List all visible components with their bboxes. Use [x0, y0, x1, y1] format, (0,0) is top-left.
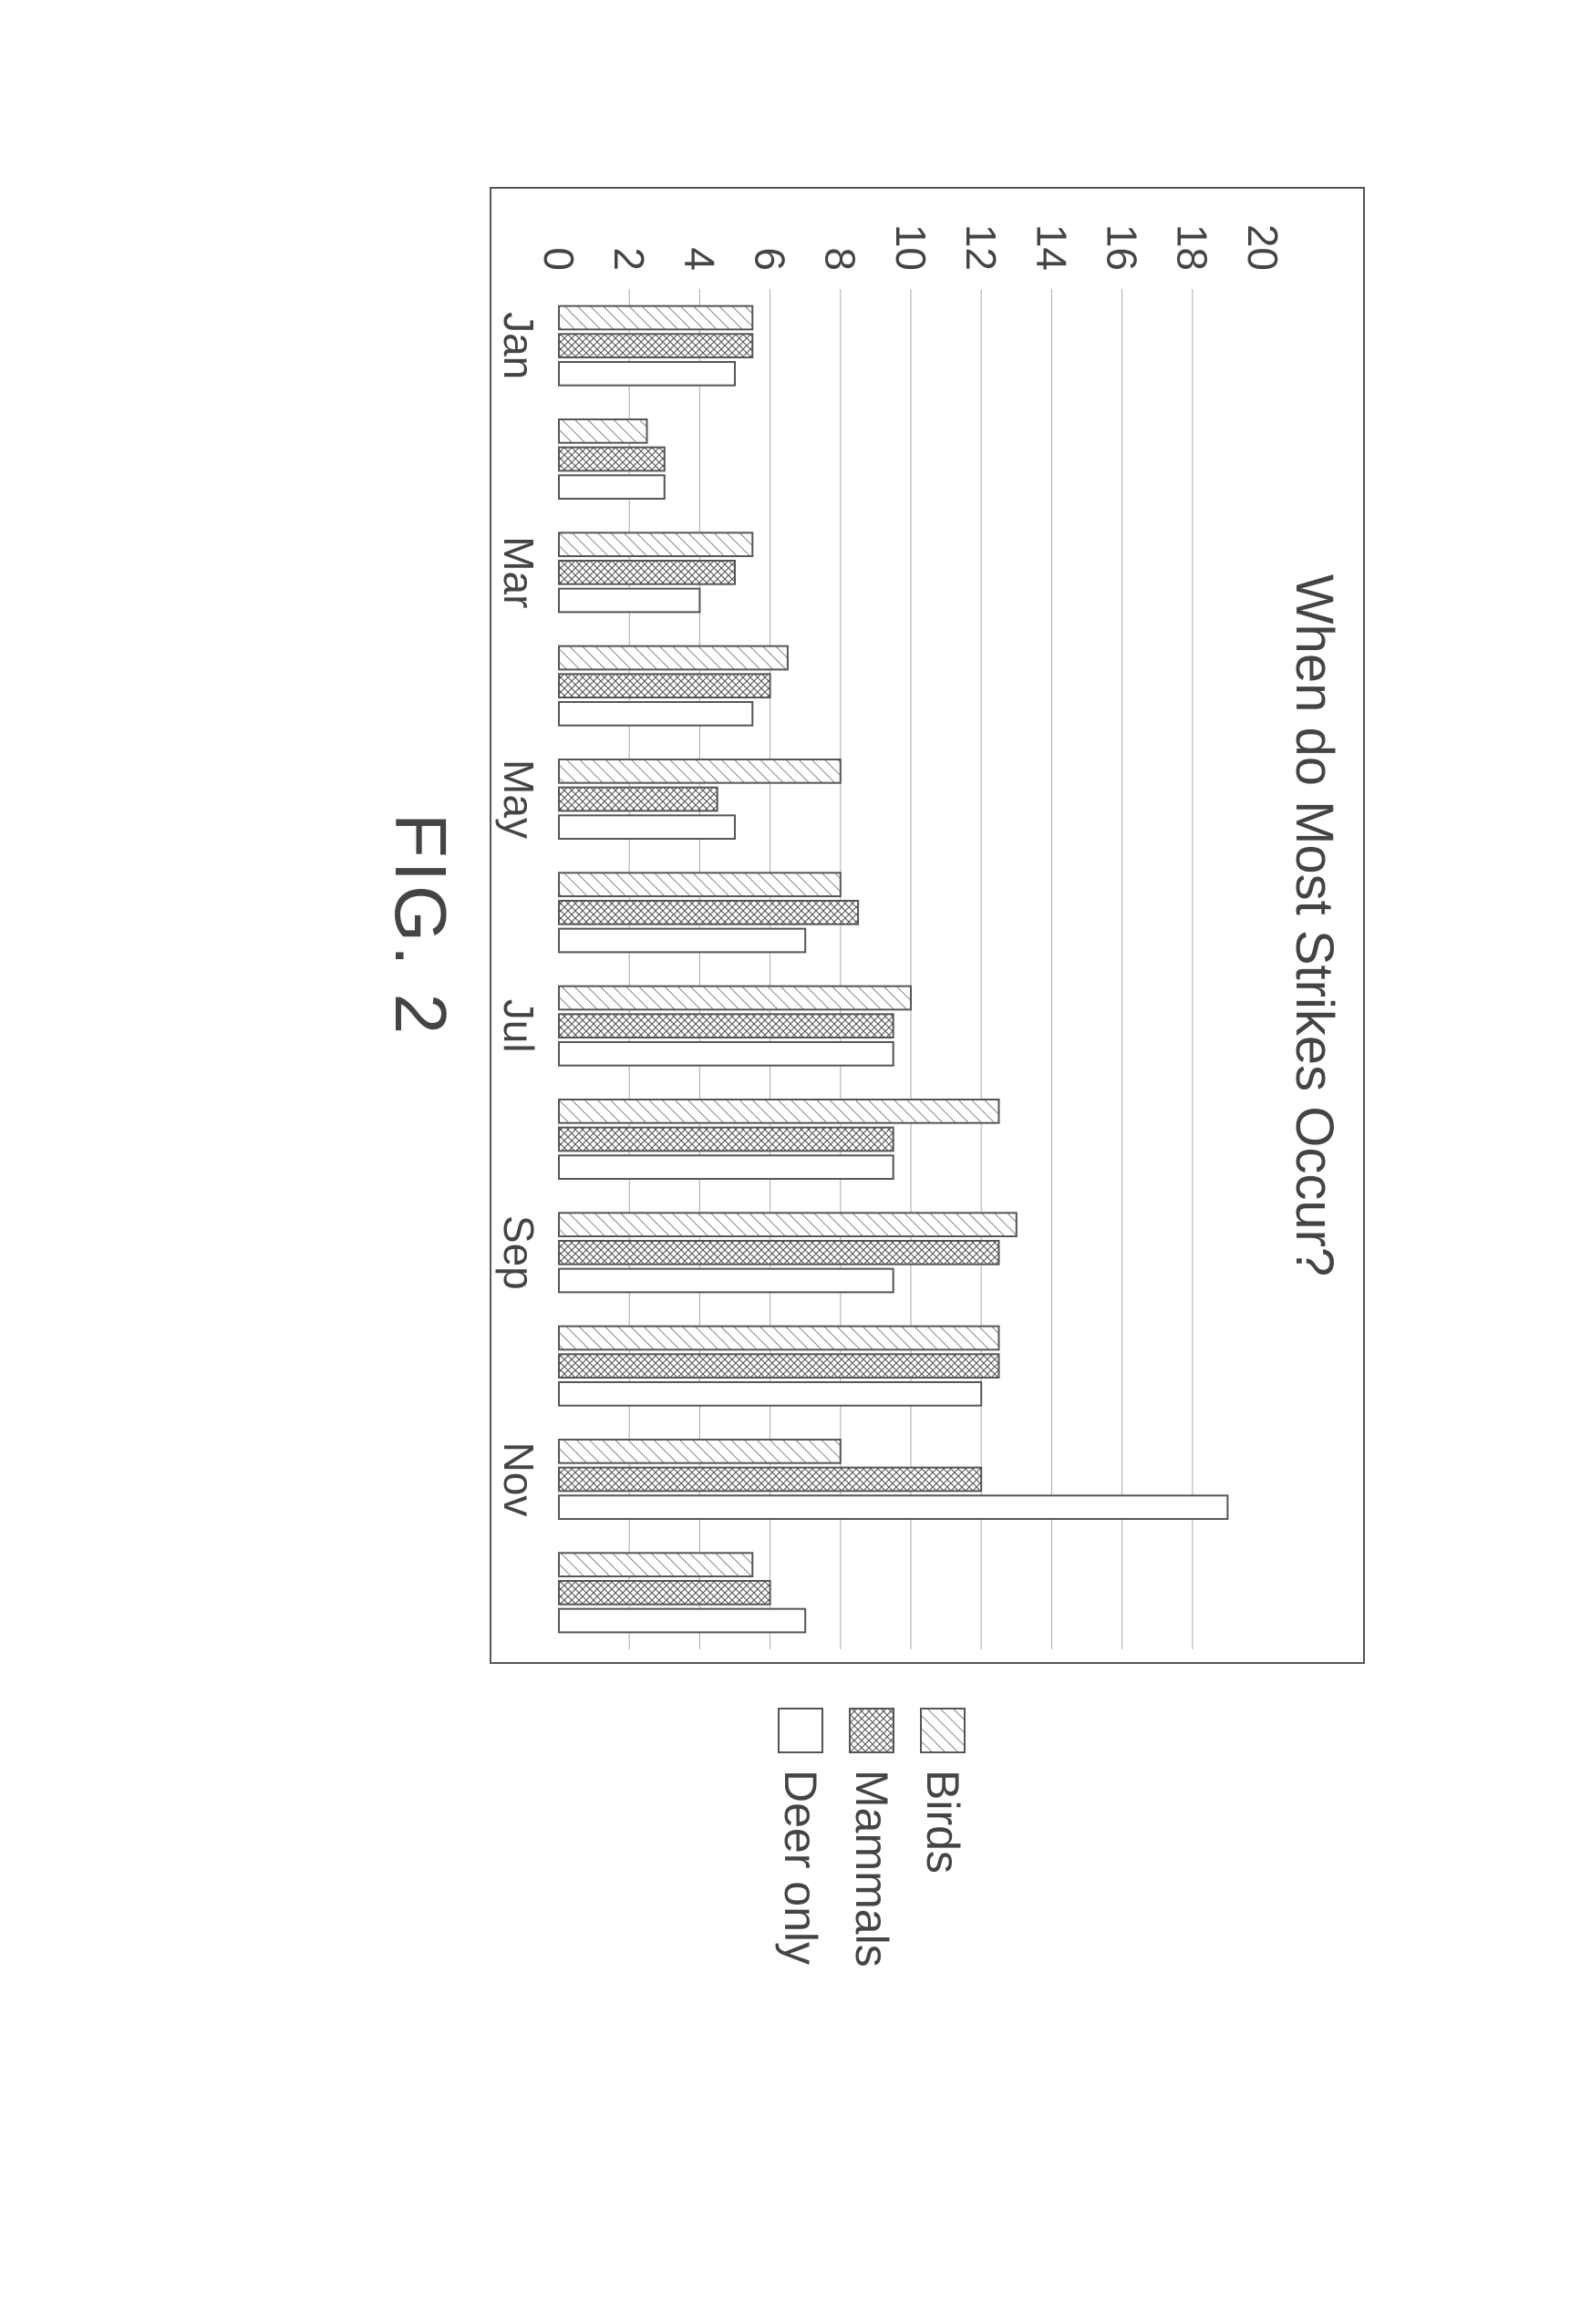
legend-row-deer: Deer only	[774, 1708, 827, 1968]
bar-deer-dec	[559, 1608, 805, 1632]
y-tick-label: 12	[957, 223, 1005, 270]
y-tick-label: 14	[1028, 223, 1075, 270]
bar-deer-oct	[559, 1381, 981, 1405]
bar-mammals-oct	[559, 1354, 999, 1378]
legend-row-mammals: Mammals	[845, 1708, 898, 1968]
bar-mammals-dec	[559, 1580, 770, 1604]
legend-label-deer: Deer only	[774, 1770, 827, 1965]
bar-deer-sep	[559, 1268, 894, 1292]
legend-swatch-mammals	[849, 1708, 894, 1753]
bar-deer-apr	[559, 701, 752, 725]
x-tick-label: May	[495, 759, 542, 839]
legend-swatch-deer	[778, 1708, 823, 1753]
bar-deer-nov	[559, 1495, 1227, 1519]
x-tick-label: Sep	[495, 1214, 542, 1289]
bar-mammals-aug	[559, 1127, 894, 1151]
x-tick-label: Mar	[495, 536, 542, 608]
y-tick-label: 16	[1099, 223, 1146, 270]
bar-birds-jan	[559, 305, 752, 329]
y-tick-label: 10	[887, 223, 935, 270]
bar-mammals-sep	[559, 1240, 999, 1264]
x-tick-label: Jul	[495, 998, 542, 1052]
bar-birds-sep	[559, 1213, 1017, 1236]
bar-birds-mar	[559, 532, 752, 556]
y-tick-label: 0	[535, 247, 583, 271]
y-tick-label: 4	[676, 247, 723, 271]
figure: When do Most Strikes Occur? 02468 10 12 14 1…	[378, 187, 1365, 2138]
bar-birds-jul	[559, 986, 911, 1009]
bar-mammals-jul	[559, 1014, 894, 1038]
chart-svg: 02468 10 12 14 16 18 20 Jan Mar May Jul Sep Nov	[488, 189, 1363, 1666]
x-tick-label: Nov	[495, 1441, 542, 1516]
legend-row-birds: Birds	[916, 1708, 969, 1968]
bar-birds-jun	[559, 873, 841, 896]
y-tick-label: 6	[747, 247, 794, 271]
bar-birds-may	[559, 759, 841, 782]
bar-deer-jan	[559, 361, 735, 385]
bar-deer-jun	[559, 928, 805, 952]
bar-deer-feb	[559, 475, 665, 499]
bar-mammals-jan	[559, 334, 752, 357]
y-tick-label: 18	[1169, 223, 1216, 270]
legend-swatch-birds	[920, 1708, 966, 1753]
bar-deer-jul	[559, 1041, 894, 1065]
y-tick-label: 2	[605, 247, 653, 271]
x-tick-label: Jan	[495, 312, 542, 379]
rotated-figure: When do Most Strikes Occur? 02468 10 12 14 1…	[216, 187, 1365, 2138]
bar-mammals-apr	[559, 674, 770, 697]
bar-birds-dec	[559, 1553, 752, 1576]
page: When do Most Strikes Occur? 02468 10 12 14 1…	[0, 0, 1581, 2324]
bar-birds-feb	[559, 418, 647, 442]
bar-mammals-may	[559, 787, 718, 811]
bar-deer-mar	[559, 588, 699, 612]
legend-label-mammals: Mammals	[845, 1770, 898, 1968]
bar-mammals-nov	[559, 1467, 981, 1491]
bar-deer-aug	[559, 1155, 894, 1179]
legend: Birds Mammals Deer only	[774, 1708, 969, 1968]
bar-birds-oct	[559, 1326, 999, 1349]
plot-area: When do Most Strikes Occur? 02468 10 12 14 1…	[490, 187, 1365, 1664]
bar-birds-aug	[559, 1099, 999, 1122]
bar-birds-apr	[559, 646, 788, 669]
figure-caption: FIG. 2	[378, 812, 462, 1037]
y-tick-label: 8	[817, 247, 864, 271]
bar-mammals-jun	[559, 900, 858, 924]
bar-mammals-feb	[559, 447, 665, 470]
y-tick-label: 20	[1239, 223, 1286, 270]
bar-deer-may	[559, 815, 735, 839]
bar-birds-nov	[559, 1439, 841, 1462]
legend-label-birds: Birds	[916, 1770, 969, 1874]
bar-mammals-mar	[559, 560, 735, 584]
chart-title: When do Most Strikes Occur?	[1284, 189, 1345, 1662]
